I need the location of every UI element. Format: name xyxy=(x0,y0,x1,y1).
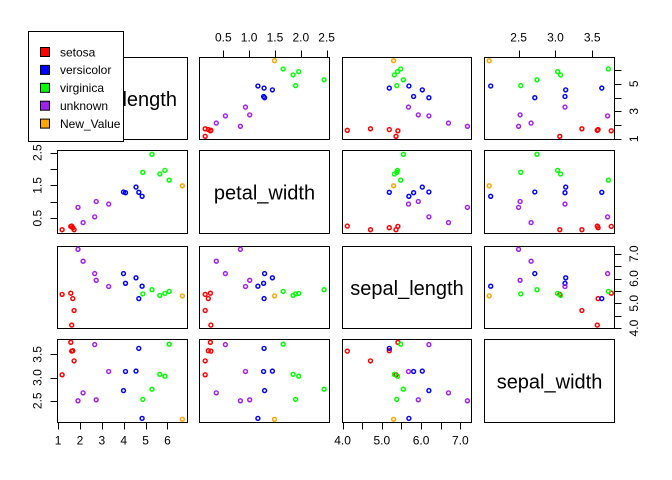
svg-text:3.0: 3.0 xyxy=(31,369,45,386)
svg-text:1: 1 xyxy=(627,135,641,142)
svg-text:3: 3 xyxy=(99,434,106,448)
svg-text:setosa: setosa xyxy=(60,45,96,59)
svg-text:2.5: 2.5 xyxy=(510,31,527,45)
svg-text:2.0: 2.0 xyxy=(292,31,309,45)
svg-text:New_Value: New_Value xyxy=(60,117,121,131)
svg-text:4.0: 4.0 xyxy=(627,319,641,336)
svg-text:1: 1 xyxy=(55,434,62,448)
svg-text:1.0: 1.0 xyxy=(241,31,258,45)
svg-text:7.0: 7.0 xyxy=(627,245,641,262)
svg-text:5: 5 xyxy=(142,434,149,448)
svg-text:5: 5 xyxy=(627,80,641,87)
svg-text:1.5: 1.5 xyxy=(31,177,45,194)
svg-text:sepal_width: sepal_width xyxy=(497,372,603,394)
svg-text:2: 2 xyxy=(77,434,84,448)
svg-text:7.0: 7.0 xyxy=(452,434,469,448)
svg-text:versicolor: versicolor xyxy=(60,63,111,77)
svg-text:3.5: 3.5 xyxy=(584,31,601,45)
svg-text:5.0: 5.0 xyxy=(627,295,641,312)
svg-text:6.0: 6.0 xyxy=(413,434,430,448)
svg-text:4.0: 4.0 xyxy=(334,434,351,448)
svg-text:0.5: 0.5 xyxy=(31,210,45,227)
svg-text:3: 3 xyxy=(627,108,641,115)
svg-text:sepal_length: sepal_length xyxy=(350,278,463,300)
svg-text:4: 4 xyxy=(120,434,127,448)
svg-text:2.5: 2.5 xyxy=(318,31,335,45)
svg-text:unknown: unknown xyxy=(60,99,108,113)
svg-text:0.5: 0.5 xyxy=(215,31,232,45)
svg-text:2.5: 2.5 xyxy=(31,144,45,161)
svg-text:5.0: 5.0 xyxy=(373,434,390,448)
svg-text:1.5: 1.5 xyxy=(267,31,284,45)
svg-text:6.0: 6.0 xyxy=(627,270,641,287)
svg-text:3.5: 3.5 xyxy=(31,346,45,363)
svg-text:3.0: 3.0 xyxy=(547,31,564,45)
svg-text:6: 6 xyxy=(164,434,171,448)
svg-text:petal_width: petal_width xyxy=(214,183,315,205)
svg-text:2.5: 2.5 xyxy=(31,392,45,409)
svg-text:virginica: virginica xyxy=(60,81,104,95)
